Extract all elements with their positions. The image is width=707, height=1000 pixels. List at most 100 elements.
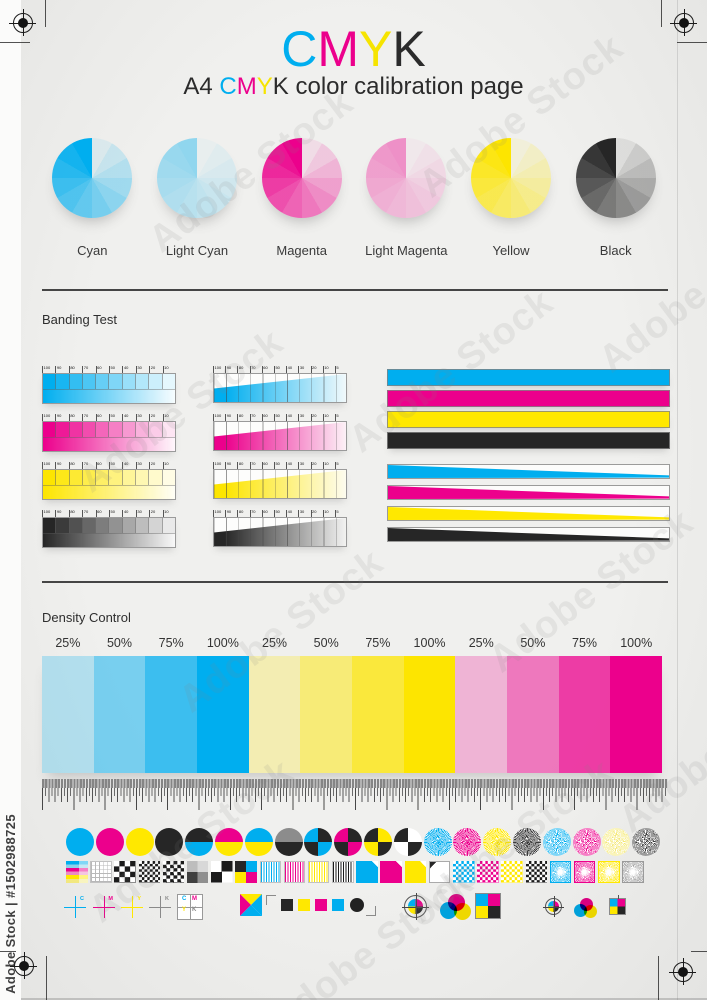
scale-value: 80: [68, 462, 82, 469]
banding-smooth-gradient: [43, 533, 175, 547]
target-vline: [415, 893, 417, 920]
step-patch-90: [55, 518, 69, 533]
target-dot: [678, 17, 689, 28]
trim-line: [677, 42, 707, 43]
banding-steps-magenta: 100 90 80 70 60 50 40 30 20 10: [42, 414, 176, 452]
test-circle-burst-magenta: [453, 828, 482, 856]
test-square-checker-ink-cyan: [453, 861, 475, 883]
banding-solid-bar-magenta: [387, 390, 670, 407]
step-patch-50: [108, 518, 122, 533]
density-swatch-yellow-25: [248, 656, 301, 773]
density-control-label: Density Control: [42, 610, 131, 625]
scale-value: 100: [42, 414, 55, 421]
cross-vline: [132, 896, 133, 918]
step-patch-20: [148, 518, 162, 533]
scale-value: 80: [237, 510, 249, 517]
scale-value: 20: [149, 462, 162, 469]
banding-test-section: 100 90 80 70 60 50 40 30 20 10 100 90 80 70 60 50 40 30 20…: [42, 362, 670, 562]
scale-value: 40: [286, 366, 298, 373]
test-squares-row: [66, 861, 644, 883]
density-label-magenta-25: 25%: [468, 636, 494, 650]
test-circle-burst-black: [512, 828, 541, 856]
banding-wedge-grid: [214, 422, 346, 450]
step-patch-40: [121, 470, 136, 485]
pie-chart: [575, 138, 656, 218]
trim-line: [658, 956, 659, 1000]
scale-value: 70: [249, 366, 262, 373]
banding-taper-cyan: [388, 465, 669, 478]
scale-value: 30: [135, 414, 149, 421]
test-square-checker-ink-magenta: [477, 861, 499, 883]
grid-letter-M: M: [192, 896, 197, 902]
title-letter: M: [317, 21, 360, 77]
step-patch-70: [81, 470, 96, 485]
scale-value: 20: [149, 510, 162, 517]
banding-taper-magenta: [388, 486, 669, 499]
scale-value: 10: [162, 414, 176, 421]
step-patch-60: [95, 518, 109, 533]
stock-watermark-sidebar: Adobe Stock | #1502988725: [0, 0, 21, 1000]
scale-value: 40: [122, 414, 135, 421]
scale-value: 100: [42, 462, 55, 469]
scale-value: 70: [249, 414, 262, 421]
density-label-magenta-100: 100%: [620, 636, 653, 650]
color-chip-black: [281, 899, 293, 911]
subtitle-segment: Y: [256, 73, 273, 100]
test-circle-quad-inv-yellow: [363, 828, 392, 856]
test-square-cmy-stripes: [66, 861, 88, 883]
scale-value: 40: [286, 414, 298, 421]
registration-target-top-left: [9, 9, 36, 36]
banding-wedge-box: [213, 421, 347, 451]
density-label-cyan-50: 50%: [106, 636, 133, 650]
step-patch-60: [95, 374, 109, 389]
test-circle-half: [185, 828, 214, 856]
scale-value: 5: [334, 510, 347, 517]
scale-value: 80: [68, 366, 82, 373]
banding-step-box: [42, 469, 176, 500]
scale-value: 50: [109, 462, 122, 469]
scale-value: 70: [82, 462, 95, 469]
trim-line: [46, 956, 47, 1000]
step-patch-90: [55, 470, 69, 485]
trim-line: [45, 0, 46, 27]
test-square-fold-dark-white: [428, 861, 451, 883]
target-dot: [18, 960, 29, 971]
test-circle-half: [244, 828, 273, 856]
grid-letter-C: C: [182, 896, 187, 902]
registration-target-top-right: [670, 9, 697, 36]
test-square-burst-sq-gray: [622, 861, 644, 883]
test-circle-quad-inv-white: [393, 828, 422, 856]
subtitle-segment: K: [272, 73, 289, 100]
banding-wedge-black: 100 90 80 70 60 50 40 30 20 10 5: [213, 510, 347, 547]
scale-value: 60: [261, 462, 274, 469]
scale-value: 90: [55, 414, 68, 421]
target-ring: [12, 12, 33, 33]
cross-letter: C: [80, 896, 84, 902]
trim-line: [691, 951, 707, 952]
paper-edge-line: [677, 0, 678, 1000]
step-patch-30: [135, 374, 149, 389]
ruler-bar: [42, 779, 668, 788]
banding-wedge-grid: [214, 470, 346, 498]
scale-value: 20: [310, 462, 323, 469]
step-patch-100: [43, 374, 56, 389]
density-swatch-magenta-100: [610, 656, 663, 773]
scale-value: 100: [42, 510, 55, 517]
test-circle-burst-fine-cyan: [542, 828, 571, 856]
scale-value: 10: [162, 462, 176, 469]
test-circles-row: [66, 828, 661, 856]
scale-value: 20: [310, 510, 323, 517]
density-label-cyan-25: 25%: [55, 636, 81, 650]
scale-value: 10: [322, 366, 335, 373]
registration-target-mark: [543, 896, 564, 917]
banding-step-box: [42, 373, 176, 404]
scale-value: 10: [322, 414, 335, 421]
test-square-checker: [162, 861, 185, 883]
scale-value: 30: [298, 510, 310, 517]
section-divider: [42, 289, 668, 291]
banding-smooth-gradient: [43, 437, 175, 451]
scale-value: 70: [82, 414, 95, 421]
pie-yellow: Yellow: [459, 138, 564, 258]
test-circle-burst-fine-magenta: [572, 828, 601, 856]
